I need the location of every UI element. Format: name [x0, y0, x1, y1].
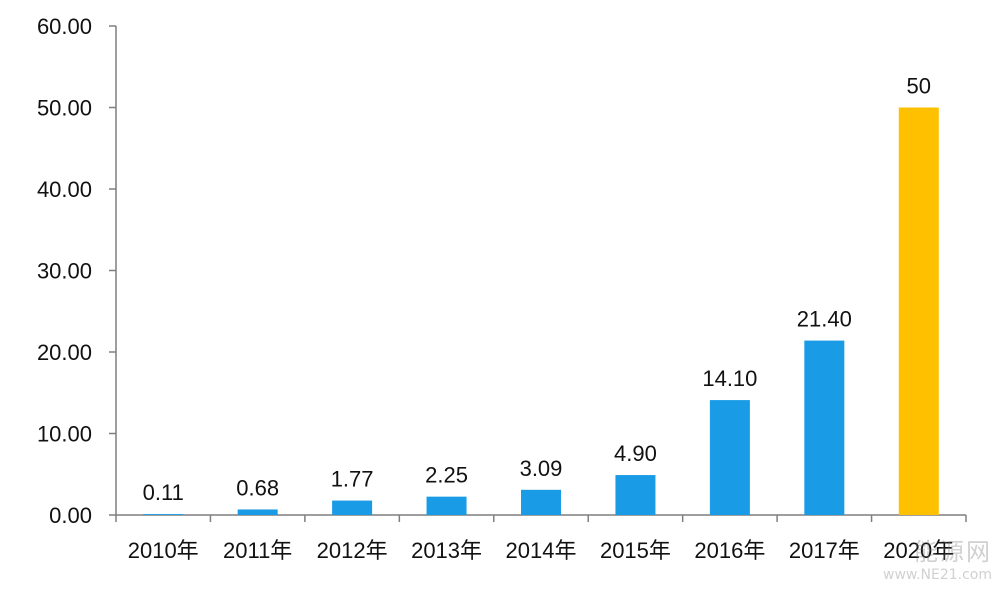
x-tick-label: 2016年: [694, 538, 765, 563]
data-label: 50: [907, 74, 931, 99]
x-tick-label: 2017年: [789, 538, 860, 563]
data-labels: 0.11 0.68 1.77 2.25 3.09 4.90 14.10 21.40 50: [143, 74, 931, 506]
y-tick-label: 50.00: [37, 96, 92, 121]
bar-2011年: [237, 509, 278, 515]
x-tick-label: 2015年: [600, 538, 671, 563]
x-tick-label: 2012年: [317, 538, 388, 563]
data-label: 21.40: [797, 307, 852, 332]
y-tick-label: 10.00: [37, 422, 92, 447]
data-label: 1.77: [331, 467, 374, 492]
data-label: 14.10: [702, 366, 757, 391]
data-label: 0.68: [236, 475, 279, 500]
y-axis: 0.00 10.00 20.00 30.00 40.00 50.00 60.00: [37, 14, 117, 528]
data-label: 3.09: [520, 456, 563, 481]
data-label: 0.11: [143, 480, 184, 505]
y-tick-label: 0.00: [49, 503, 92, 528]
x-tick-label: 2014年: [506, 538, 577, 563]
bar-2010年: [143, 514, 184, 515]
bar-2015年: [615, 475, 656, 515]
x-tick-label: 2020年: [883, 538, 954, 563]
x-tick-label: 2011年: [223, 538, 292, 563]
bars: [143, 107, 939, 515]
bar-2017年: [804, 340, 845, 515]
data-label: 4.90: [614, 441, 657, 466]
bar-2013年: [426, 496, 467, 515]
bar-2014年: [521, 489, 561, 515]
y-tick-label: 30.00: [37, 259, 92, 284]
data-label: 2.25: [425, 463, 468, 488]
x-tick-label: 2010年: [128, 538, 199, 563]
y-tick-label: 60.00: [37, 14, 92, 39]
x-tick-label: 2013年: [411, 538, 482, 563]
watermark-url: www.NE21.com: [883, 567, 992, 583]
y-tick-label: 20.00: [37, 340, 92, 365]
watermark-text: 能源网: [914, 538, 992, 566]
watermark: 能源网 www.NE21.com: [883, 532, 992, 583]
bar-2012年: [332, 500, 373, 515]
y-tick-label: 40.00: [37, 177, 92, 202]
x-axis: 2010年 2011年 2012年 2013年 2014年 2015年 2016年 2017年…: [115, 514, 967, 563]
bar-2020年: [898, 107, 939, 515]
bar-2016年: [709, 400, 750, 515]
